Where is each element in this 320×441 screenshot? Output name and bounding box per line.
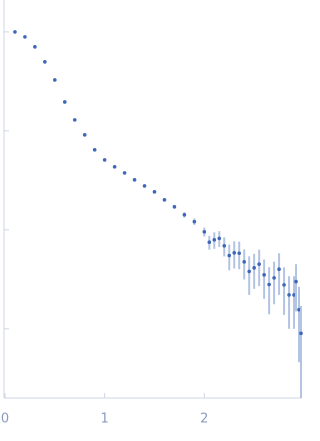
point bbox=[272, 276, 276, 280]
point bbox=[294, 279, 298, 284]
point bbox=[222, 244, 227, 248]
point bbox=[237, 251, 242, 256]
point bbox=[182, 212, 187, 217]
point bbox=[33, 45, 37, 49]
point bbox=[217, 236, 222, 241]
point bbox=[262, 273, 266, 277]
point bbox=[23, 35, 27, 39]
point bbox=[13, 30, 17, 34]
point bbox=[297, 307, 301, 312]
point bbox=[142, 184, 147, 188]
point bbox=[267, 282, 271, 287]
point bbox=[102, 158, 107, 162]
point bbox=[257, 262, 261, 266]
x-tick-label: 1 bbox=[101, 412, 109, 427]
point bbox=[92, 148, 97, 152]
point bbox=[202, 230, 207, 234]
point bbox=[53, 78, 57, 82]
point bbox=[162, 198, 167, 202]
point bbox=[292, 293, 296, 297]
point bbox=[192, 219, 197, 224]
point bbox=[299, 331, 303, 336]
point bbox=[112, 165, 117, 169]
point bbox=[287, 293, 291, 297]
point bbox=[212, 238, 217, 242]
point bbox=[232, 251, 237, 255]
point bbox=[172, 204, 177, 209]
point bbox=[277, 267, 281, 272]
point bbox=[152, 190, 157, 194]
point bbox=[62, 100, 67, 104]
point bbox=[227, 253, 232, 258]
chart: 0 1 2 bbox=[1, 0, 303, 427]
point bbox=[207, 240, 212, 245]
point bbox=[242, 260, 246, 264]
point bbox=[122, 171, 127, 175]
point bbox=[252, 266, 256, 270]
point bbox=[282, 283, 286, 287]
point bbox=[247, 269, 251, 274]
point bbox=[43, 60, 47, 64]
point bbox=[72, 118, 77, 122]
x-tick-label: 0 bbox=[1, 412, 9, 427]
point bbox=[132, 178, 137, 182]
point bbox=[82, 133, 87, 137]
x-tick-label: 2 bbox=[200, 412, 208, 427]
